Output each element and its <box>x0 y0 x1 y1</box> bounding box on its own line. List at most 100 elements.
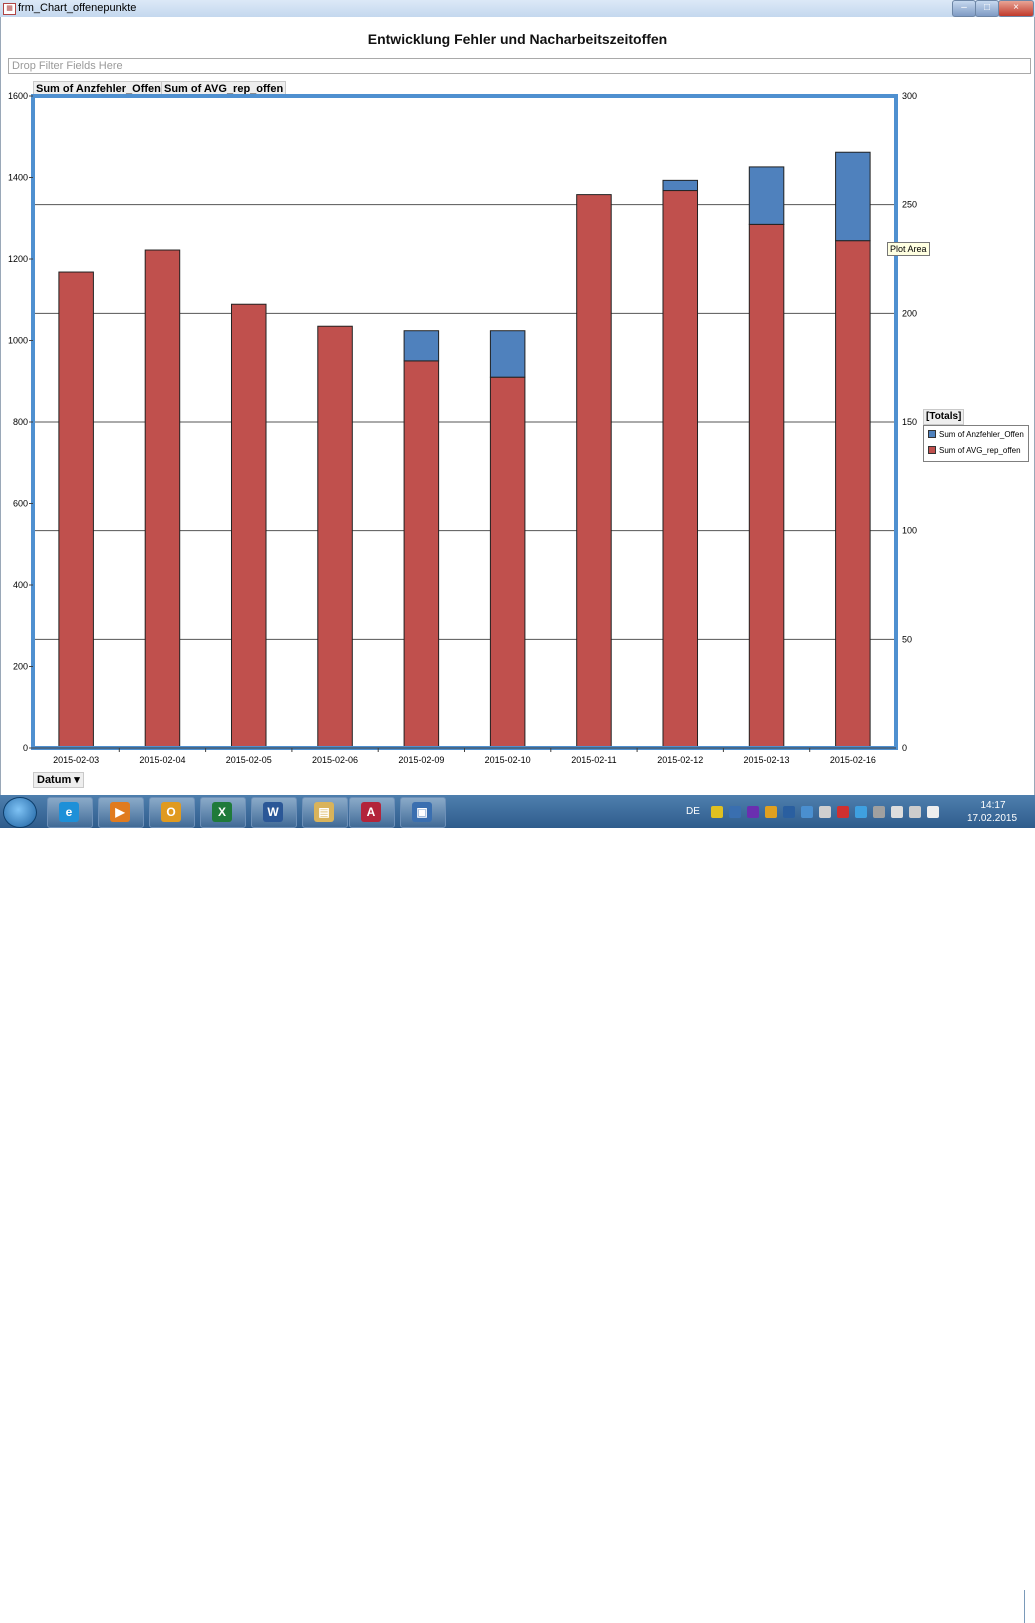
media-player-icon: ▶ <box>110 802 130 822</box>
bar <box>403 360 440 749</box>
x-axis-tick-label: 2015-02-05 <box>226 755 272 765</box>
taskbar-button-explorer[interactable]: ▤ <box>302 797 348 828</box>
tray-icon[interactable] <box>801 806 813 818</box>
bar <box>403 330 440 362</box>
legend-item-anzfehler: Sum of Anzfehler_Offen <box>928 430 1024 439</box>
left-axis-tick-label: 800 <box>13 417 28 427</box>
legend-swatch <box>928 430 936 438</box>
legend-swatch <box>928 446 936 454</box>
tray-icon[interactable] <box>711 806 723 818</box>
legend-label: Sum of Anzfehler_Offen <box>939 430 1024 439</box>
show-desktop-button[interactable] <box>1024 1590 1035 1623</box>
x-axis-tick-label: 2015-02-16 <box>830 755 876 765</box>
right-axis-ticks: 0 50 100 150 200 250 300 <box>902 91 917 753</box>
window-title: frm_Chart_offenepunkte <box>18 2 137 14</box>
left-axis-tick-label: 0 <box>23 743 28 753</box>
access-form-icon: ▦ <box>3 3 16 15</box>
bar <box>662 190 699 749</box>
bar <box>748 166 785 225</box>
x-axis-tick-label: 2015-02-03 <box>53 755 99 765</box>
bar <box>748 223 785 749</box>
remote-app-icon: ▣ <box>412 802 432 822</box>
language-indicator[interactable]: DE <box>686 806 700 817</box>
taskbar-button-word[interactable]: W <box>251 797 297 828</box>
right-axis-tick-label: 300 <box>902 91 917 101</box>
taskbar-button-remote-app[interactable]: ▣ <box>400 797 446 828</box>
x-axis-labels: 2015-02-03 2015-02-04 2015-02-05 2015-02-06… <box>53 748 876 765</box>
chart-canvas: 0 200 400 600 800 1000 1200 1400 1600 0 50 100 150 2… <box>8 91 917 765</box>
plot-area-tooltip: Plot Area <box>887 242 930 256</box>
x-axis-tick-label: 2015-02-10 <box>485 755 531 765</box>
category-field-button-datum[interactable]: Datum ▾ <box>33 772 84 788</box>
x-axis-tick-label: 2015-02-04 <box>139 755 185 765</box>
tray-icon[interactable] <box>765 806 777 818</box>
minimize-button[interactable]: – <box>952 0 976 17</box>
left-axis-tick-label: 200 <box>13 662 28 672</box>
tray-icon[interactable] <box>783 806 795 818</box>
tray-icon[interactable] <box>927 806 939 818</box>
taskbar-button-internet-explorer[interactable]: e <box>47 797 93 828</box>
taskbar-button-media-player[interactable]: ▶ <box>98 797 144 828</box>
tray-icon[interactable] <box>891 806 903 818</box>
left-axis-ticks: 0 200 400 600 800 1000 1200 1400 1600 <box>8 91 33 753</box>
x-axis-tick-label: 2015-02-12 <box>657 755 703 765</box>
legend-item-avg-rep: Sum of AVG_rep_offen <box>928 446 1021 455</box>
bar <box>489 376 526 749</box>
window-titlebar: ▦ frm_Chart_offenepunkte – □ × <box>0 0 1035 18</box>
left-axis-tick-label: 600 <box>13 499 28 509</box>
clock-time[interactable]: 14:17 <box>980 800 1006 811</box>
bar <box>835 240 871 749</box>
taskbar-button-excel[interactable]: X <box>200 797 246 828</box>
taskbar-button-access[interactable]: A <box>349 797 395 828</box>
bar <box>835 151 871 242</box>
data-field-button-anzfehler[interactable]: Sum of Anzfehler_Offen <box>33 81 164 97</box>
right-axis-tick-label: 50 <box>902 634 912 644</box>
x-axis-tick-label: 2015-02-09 <box>398 755 444 765</box>
legend-label: Sum of AVG_rep_offen <box>939 446 1021 455</box>
right-axis-tick-label: 100 <box>902 526 917 536</box>
right-axis-tick-label: 150 <box>902 417 917 427</box>
bars <box>58 151 871 749</box>
tray-icon[interactable] <box>873 806 885 818</box>
category-field-label: Datum <box>37 774 72 786</box>
left-axis-tick-label: 1000 <box>8 336 28 346</box>
internet-explorer-icon: e <box>59 802 79 822</box>
start-button[interactable] <box>3 797 37 828</box>
bar <box>317 325 353 749</box>
legend: Sum of Anzfehler_Offen Sum of AVG_rep_of… <box>923 425 1029 462</box>
x-axis-tick-label: 2015-02-11 <box>571 755 616 765</box>
right-axis-tick-label: 200 <box>902 308 917 318</box>
bar <box>489 330 526 378</box>
right-axis-tick-label: 250 <box>902 200 917 210</box>
tray-icon[interactable] <box>819 806 831 818</box>
x-axis-tick-label: 2015-02-13 <box>744 755 790 765</box>
clock-date[interactable]: 17.02.2015 <box>966 813 1018 824</box>
data-field-button-avg-rep[interactable]: Sum of AVG_rep_offen <box>161 81 287 97</box>
close-button[interactable]: × <box>998 0 1034 17</box>
bar <box>58 271 94 749</box>
explorer-icon: ▤ <box>314 802 334 822</box>
left-axis-tick-label: 1400 <box>8 173 28 183</box>
bar <box>144 249 181 749</box>
tray-icon[interactable] <box>729 806 741 818</box>
chart-title: Entwicklung Fehler und Nacharbeitszeitof… <box>367 31 668 47</box>
bar <box>662 179 699 192</box>
left-axis-tick-label: 1200 <box>8 254 28 264</box>
tray-icon[interactable] <box>747 806 759 818</box>
left-axis-tick-label: 400 <box>13 580 28 590</box>
excel-icon: X <box>212 802 232 822</box>
x-axis-tick-label: 2015-02-06 <box>312 755 358 765</box>
tray-icon[interactable] <box>909 806 921 818</box>
taskbar-button-outlook[interactable]: O <box>149 797 195 828</box>
access-icon: A <box>361 802 381 822</box>
tray-icon[interactable] <box>837 806 849 818</box>
left-axis-tick-label: 1600 <box>8 91 28 101</box>
filter-drop-zone[interactable]: Drop Filter Fields Here <box>8 58 1031 74</box>
word-icon: W <box>263 802 283 822</box>
bar <box>230 303 267 749</box>
right-axis-tick-label: 0 <box>902 743 907 753</box>
bar <box>576 194 612 749</box>
tray-icon[interactable] <box>855 806 867 818</box>
outlook-icon: O <box>161 802 181 822</box>
legend-title[interactable]: [Totals] <box>923 409 965 425</box>
